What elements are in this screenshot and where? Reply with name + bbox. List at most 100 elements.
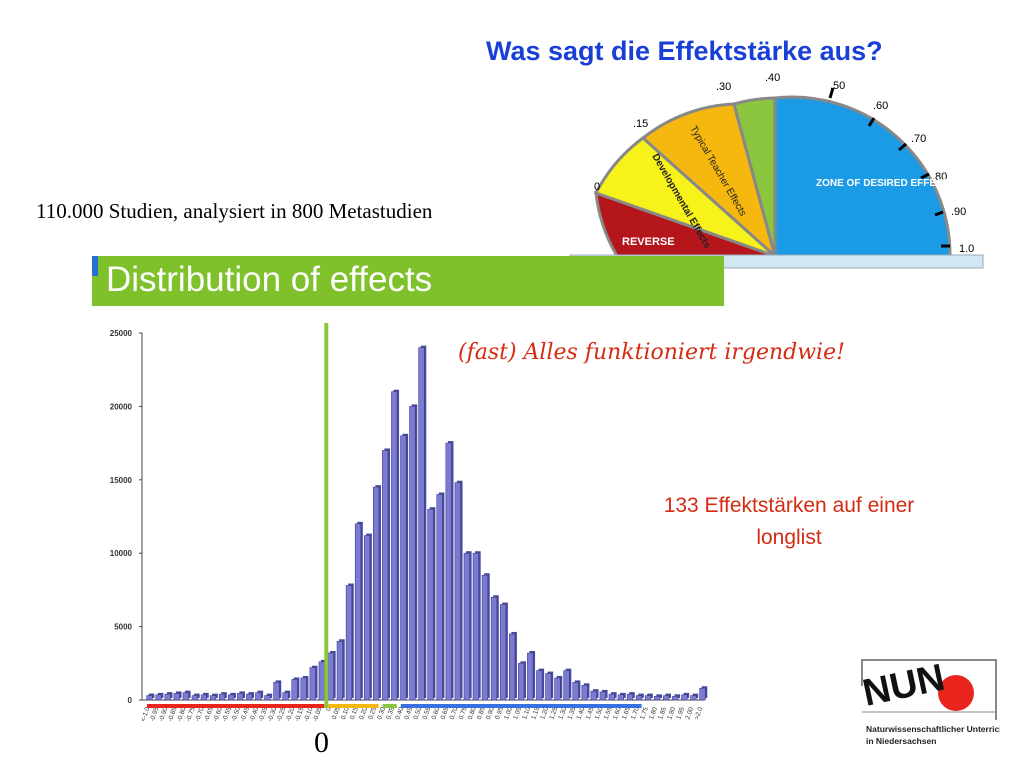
gauge-zone-teacher	[640, 102, 777, 256]
x-tick-label: 1.75	[639, 706, 650, 721]
bar	[300, 677, 307, 701]
bar	[527, 652, 534, 701]
x-tick-label: 0.85	[476, 706, 487, 721]
bar	[228, 694, 235, 701]
subtitle-note: (fast) Alles funktioniert irgendwie!	[458, 340, 845, 365]
y-tick-label: 25000	[110, 329, 133, 338]
x-tick-label: -0.95	[149, 706, 161, 723]
bar	[554, 677, 561, 701]
bar	[200, 694, 208, 701]
range-bar-developmental	[328, 704, 379, 708]
x-tick-label: -0.35	[258, 706, 270, 723]
x-tick-label: 0.80	[467, 706, 478, 721]
bar	[237, 693, 244, 701]
distribution-title: Distribution of effects	[106, 260, 433, 299]
bar	[472, 552, 479, 701]
bar	[191, 695, 198, 701]
bar	[218, 693, 226, 701]
bar	[173, 693, 180, 701]
gauge-zone-label: REVERSE	[622, 236, 675, 248]
effect-gauge: .15 .30 .40 .50 .60 .70 .80 .90 1.0 0 RE…	[569, 72, 984, 269]
x-tick-label: -0.70	[194, 706, 206, 723]
longlist-line: 133 Effektstärken auf einer	[663, 494, 915, 517]
bar	[436, 494, 443, 701]
x-tick-label: 0.45	[403, 706, 414, 721]
x-tick-label: 0.15	[349, 706, 360, 721]
x-tick-label: -0.15	[294, 706, 306, 723]
bar	[273, 682, 280, 701]
bar	[291, 679, 298, 701]
range-bar-desired	[400, 704, 642, 708]
banner-accent	[92, 256, 98, 276]
x-tick-label: 1.95	[675, 706, 686, 721]
x-tick-label: 0.90	[485, 706, 496, 721]
y-tick-label: 20000	[110, 402, 133, 411]
x-tick-label: 0.10	[340, 706, 351, 721]
gauge-zone-label: ZONE OF DESIRED EFFECTS	[816, 178, 956, 189]
x-tick-label: -0.05	[312, 706, 324, 723]
x-tick-label: -0.10	[303, 706, 315, 723]
bar	[255, 692, 262, 701]
gauge-tick: .60	[873, 100, 888, 112]
y-tick-label: 0	[128, 696, 133, 705]
x-tick-label: 1.35	[567, 706, 578, 721]
y-tick-label: 5000	[114, 623, 132, 632]
range-bar-reverse	[147, 704, 325, 708]
x-tick-label: 0.25	[367, 706, 378, 721]
gauge-tick: .70	[911, 133, 926, 145]
bar	[617, 694, 624, 701]
x-tick-label: 0.75	[458, 706, 469, 721]
x-tick-label: 0	[325, 706, 333, 712]
x-tick-label: 1.30	[557, 706, 568, 721]
bar	[654, 696, 661, 701]
longlist-line: longlist	[756, 526, 822, 549]
bar	[635, 695, 643, 701]
bar	[454, 482, 461, 701]
bar	[481, 574, 489, 701]
bar	[354, 523, 362, 701]
x-tick-label: -0.85	[167, 706, 179, 723]
gauge-tick: 0	[594, 181, 600, 193]
bar	[282, 692, 289, 701]
bar	[490, 596, 498, 701]
x-tick-label: 1.25	[548, 706, 559, 721]
bar	[463, 552, 470, 701]
longlist-note: 133 Effektstärken auf einer longlist	[608, 490, 970, 554]
x-tick-label: 1.60	[612, 706, 623, 721]
x-tick-label: -0.75	[185, 706, 197, 723]
zero-marker-label: 0	[314, 726, 329, 759]
bar	[545, 673, 552, 701]
bar	[663, 695, 670, 701]
logo-dot	[938, 675, 974, 711]
y-tick-label: 10000	[110, 549, 133, 558]
x-tick-label: 0.70	[449, 706, 460, 721]
bar	[590, 690, 597, 701]
x-tick-label: 0.60	[431, 706, 442, 721]
bar	[182, 692, 189, 701]
gauge-tick: .90	[951, 206, 966, 218]
x-tick-label: 0.65	[440, 706, 451, 721]
bar	[427, 508, 434, 701]
x-tick-label: 0.40	[394, 706, 405, 721]
page-title: Was sagt die Effektstärke aus?	[486, 36, 883, 66]
x-tick-label: 0.05	[331, 706, 342, 721]
bar	[336, 640, 343, 701]
bar	[681, 694, 688, 701]
bar	[345, 585, 353, 701]
gauge-zone-desired	[773, 95, 952, 256]
x-tick-label: -0.55	[221, 706, 233, 723]
x-tick-label: -0.40	[249, 706, 261, 723]
gauge-tick: .50	[830, 80, 845, 92]
bar	[626, 693, 634, 701]
x-tick-label: -0.90	[158, 706, 170, 723]
x-tick-label: 1.40	[576, 706, 587, 721]
x-tick-label: 0.95	[494, 706, 505, 721]
bar	[581, 685, 588, 701]
bar	[599, 691, 606, 701]
logo-brand: NUN	[859, 657, 948, 715]
bar	[536, 670, 543, 701]
bar	[382, 450, 389, 701]
x-tick-label: 1.50	[594, 706, 605, 721]
logo-line: in Niedersachsen	[866, 736, 936, 746]
gauge-tick: 1.0	[959, 243, 974, 255]
